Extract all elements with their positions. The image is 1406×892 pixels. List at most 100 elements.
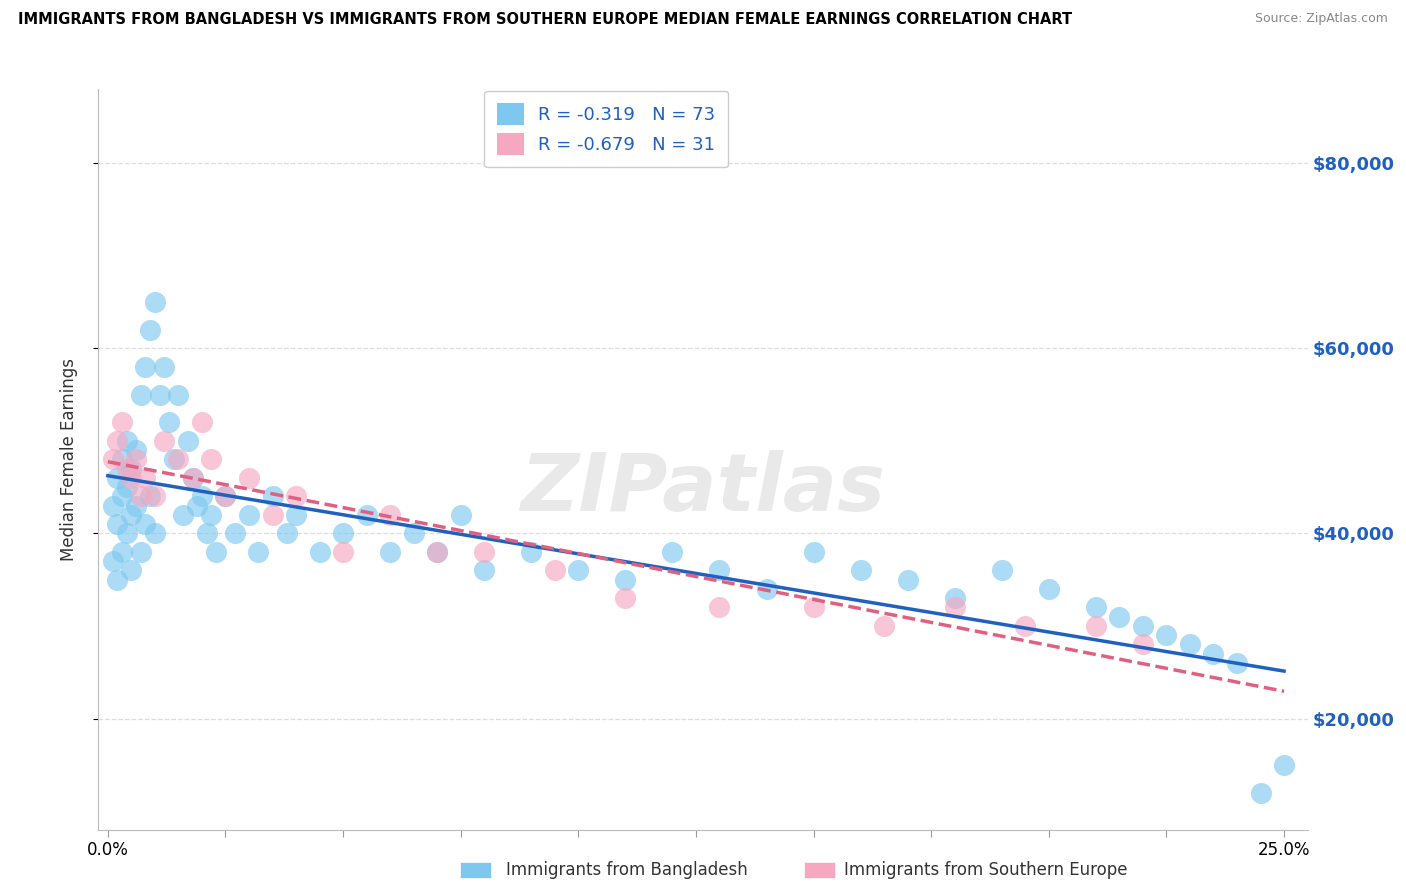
Point [143, 295, 166, 310]
Point [177, 434, 200, 448]
Point [1084, 619, 1107, 633]
Point [1202, 647, 1225, 661]
Point [378, 508, 401, 522]
Point [1132, 619, 1154, 633]
Point [402, 526, 425, 541]
Point [191, 415, 214, 429]
Point [134, 359, 156, 374]
Point [101, 452, 124, 467]
Point [709, 564, 731, 578]
Text: ZIPatlas: ZIPatlas [520, 450, 886, 528]
Point [262, 508, 284, 522]
Point [1014, 619, 1036, 633]
Text: IMMIGRANTS FROM BANGLADESH VS IMMIGRANTS FROM SOUTHERN EUROPE MEDIAN FEMALE EARN: IMMIGRANTS FROM BANGLADESH VS IMMIGRANTS… [18, 12, 1073, 27]
Point [143, 526, 166, 541]
Point [1272, 757, 1295, 772]
Point [181, 471, 204, 485]
Y-axis label: Median Female Earnings: Median Female Earnings [59, 358, 77, 561]
Point [111, 489, 134, 503]
Point [134, 517, 156, 532]
Point [1132, 637, 1154, 651]
Point [115, 526, 138, 541]
Point [172, 508, 194, 522]
Point [139, 323, 162, 337]
Point [115, 434, 138, 448]
Point [332, 545, 354, 559]
Point [943, 591, 966, 606]
Point [285, 489, 308, 503]
Point [614, 591, 637, 606]
Point [214, 489, 236, 503]
Point [1038, 582, 1060, 596]
Point [101, 554, 124, 568]
Point [105, 517, 128, 532]
Point [426, 545, 449, 559]
Point [990, 564, 1012, 578]
Text: Immigrants from Bangladesh: Immigrants from Bangladesh [506, 861, 748, 879]
Point [755, 582, 778, 596]
Point [897, 573, 920, 587]
Point [614, 573, 637, 587]
Point [167, 452, 190, 467]
Point [200, 508, 222, 522]
Point [157, 415, 180, 429]
Point [115, 461, 138, 475]
Point [105, 471, 128, 485]
Point [276, 526, 298, 541]
Point [238, 508, 260, 522]
Point [181, 471, 204, 485]
Point [111, 452, 134, 467]
Legend: R = -0.319   N = 73, R = -0.679   N = 31: R = -0.319 N = 73, R = -0.679 N = 31 [484, 91, 728, 168]
Point [129, 545, 152, 559]
Point [1156, 628, 1178, 642]
Point [262, 489, 284, 503]
Point [873, 619, 896, 633]
Point [472, 564, 495, 578]
Point [247, 545, 270, 559]
Point [191, 489, 214, 503]
Point [120, 471, 142, 485]
Point [101, 499, 124, 513]
Point [120, 508, 142, 522]
Point [356, 508, 378, 522]
Point [105, 434, 128, 448]
Point [134, 471, 156, 485]
Text: Source: ZipAtlas.com: Source: ZipAtlas.com [1254, 12, 1388, 25]
Point [1226, 656, 1249, 670]
Point [111, 415, 134, 429]
Point [129, 387, 152, 401]
Point [125, 499, 148, 513]
Point [1250, 786, 1272, 800]
Point [1084, 600, 1107, 615]
Point [661, 545, 683, 559]
Point [163, 452, 186, 467]
Point [332, 526, 354, 541]
Text: Immigrants from Southern Europe: Immigrants from Southern Europe [844, 861, 1128, 879]
Point [195, 526, 218, 541]
Point [143, 489, 166, 503]
Point [125, 443, 148, 458]
Point [450, 508, 472, 522]
Point [200, 452, 222, 467]
Point [709, 600, 731, 615]
Point [378, 545, 401, 559]
Point [105, 573, 128, 587]
Point [285, 508, 308, 522]
Point [803, 545, 825, 559]
Point [167, 387, 190, 401]
Point [238, 471, 260, 485]
Point [153, 359, 176, 374]
Point [186, 499, 208, 513]
Point [520, 545, 543, 559]
Point [120, 461, 142, 475]
Point [111, 545, 134, 559]
Point [943, 600, 966, 615]
Point [849, 564, 872, 578]
Point [205, 545, 228, 559]
Point [224, 526, 246, 541]
Point [139, 489, 162, 503]
Point [426, 545, 449, 559]
Point [115, 480, 138, 494]
Point [214, 489, 236, 503]
Point [803, 600, 825, 615]
